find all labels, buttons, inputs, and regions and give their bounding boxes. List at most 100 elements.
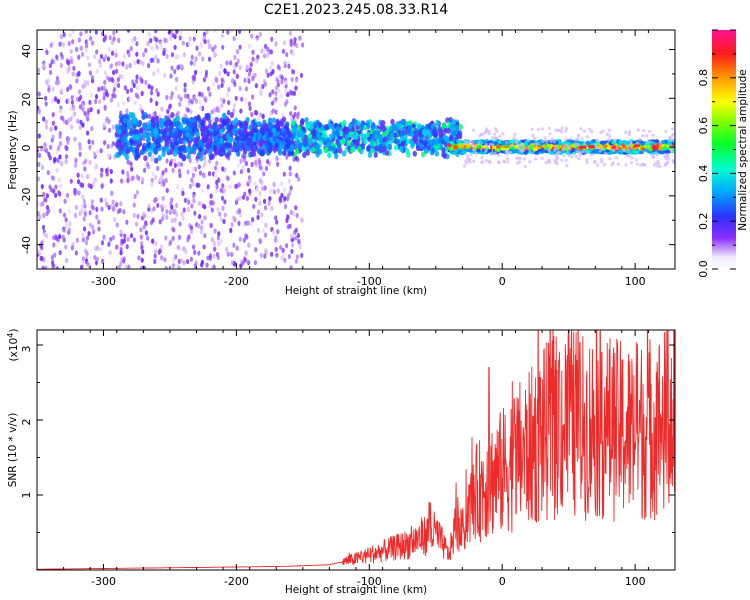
- heatmap-cell: [421, 151, 426, 158]
- heatmap-cell: [67, 227, 71, 233]
- heatmap-cell: [447, 146, 452, 151]
- heatmap-cell: [40, 164, 45, 171]
- heatmap-cell: [248, 124, 253, 131]
- heatmap-cell: [191, 117, 197, 124]
- heatmap-cell: [127, 52, 131, 58]
- heatmap-cell: [276, 64, 280, 70]
- heatmap-cell: [556, 128, 560, 132]
- heatmap-cell: [111, 93, 115, 99]
- heatmap-cell: [304, 117, 309, 124]
- heatmap-cell: [97, 219, 101, 225]
- heatmap-cell: [204, 72, 208, 79]
- heatmap-cell: [225, 246, 229, 252]
- heatmap-y-tick: 0: [20, 145, 33, 152]
- heatmap-cell: [282, 149, 287, 156]
- heatmap-cell: [549, 139, 553, 143]
- heatmap-cell: [279, 93, 283, 99]
- heatmap-cell: [78, 124, 82, 131]
- heatmap-cell: [213, 51, 217, 57]
- heatmap-cell: [89, 107, 93, 113]
- heatmap-cell: [163, 72, 167, 78]
- heatmap-cell: [58, 208, 62, 214]
- heatmap-cell: [47, 151, 51, 157]
- heatmap-cell: [294, 85, 298, 91]
- heatmap-cell: [182, 207, 186, 213]
- heatmap-cell: [463, 138, 467, 142]
- heatmap-cell: [109, 236, 113, 242]
- heatmap-cell: [450, 141, 455, 145]
- heatmap-cell: [119, 229, 123, 235]
- heatmap-cell: [80, 264, 84, 269]
- heatmap-cell: [78, 151, 82, 157]
- heatmap-cell: [466, 157, 470, 161]
- heatmap-cell: [52, 242, 56, 248]
- heatmap-cell: [61, 234, 65, 240]
- heatmap-cell: [183, 82, 187, 88]
- heatmap-cell: [212, 253, 216, 259]
- heatmap-cell: [54, 184, 58, 190]
- heatmap-cell: [610, 163, 614, 167]
- heatmap-cell: [241, 153, 245, 159]
- heatmap-cell: [154, 115, 159, 122]
- heatmap-cell: [145, 161, 149, 167]
- heatmap-cell: [381, 120, 386, 127]
- heatmap-cell: [570, 139, 576, 144]
- heatmap-cell: [247, 242, 251, 248]
- heatmap-cell: [300, 130, 305, 137]
- heatmap-cell: [86, 55, 90, 61]
- heatmap-cell: [653, 161, 658, 165]
- heatmap-cell: [629, 161, 634, 165]
- heatmap-y-tick: -20: [20, 188, 33, 206]
- heatmap-cell: [188, 36, 192, 42]
- heatmap-cell: [627, 130, 632, 134]
- heatmap-cell: [141, 145, 147, 152]
- heatmap-cell: [181, 190, 185, 197]
- heatmap-cell: [61, 115, 65, 122]
- heatmap-cell: [178, 138, 184, 145]
- heatmap-cell: [182, 260, 186, 266]
- heatmap-cell: [202, 77, 206, 83]
- heatmap-cell: [194, 69, 198, 76]
- heatmap-cell: [493, 151, 497, 155]
- heatmap-cell: [114, 52, 118, 58]
- heatmap-cell: [272, 189, 277, 195]
- heatmap-cell: [190, 177, 194, 183]
- heatmap-cell: [293, 37, 297, 43]
- heatmap-cell: [170, 197, 174, 203]
- heatmap-cell: [144, 79, 148, 86]
- heatmap-cell: [111, 199, 115, 205]
- heatmap-cell: [258, 190, 262, 197]
- heatmap-cell: [208, 147, 214, 154]
- heatmap-cell: [156, 91, 160, 97]
- heatmap-cell: [400, 119, 406, 126]
- heatmap-cell: [469, 152, 473, 157]
- heatmap-cell: [426, 129, 431, 136]
- heatmap-cell: [274, 90, 278, 97]
- heatmap-cell: [372, 130, 377, 137]
- heatmap-cell: [117, 37, 121, 43]
- heatmap-cell: [272, 181, 276, 187]
- heatmap-cell: [607, 128, 612, 132]
- heatmap-cell: [86, 80, 90, 86]
- heatmap-cell: [210, 207, 214, 213]
- heatmap-cell: [71, 106, 76, 112]
- heatmap-cell: [590, 139, 596, 143]
- snr-scale-exp: 4: [6, 333, 15, 338]
- heatmap-cell: [99, 148, 103, 154]
- heatmap-cell: [64, 222, 69, 229]
- heatmap-cell: [90, 199, 94, 205]
- heatmap-cell: [569, 137, 573, 141]
- heatmap-cell: [645, 134, 649, 138]
- heatmap-cell: [400, 130, 405, 137]
- heatmap-cell: [598, 149, 602, 153]
- heatmap-cell: [143, 155, 148, 162]
- heatmap-cell: [594, 145, 598, 150]
- heatmap-cell: [268, 92, 272, 98]
- heatmap-cell: [122, 258, 126, 264]
- heatmap-cell: [126, 30, 131, 33]
- heatmap-cell: [126, 170, 130, 176]
- heatmap-cell: [658, 143, 662, 147]
- heatmap-cell: [555, 161, 559, 166]
- heatmap-cell: [203, 215, 207, 221]
- heatmap-cell: [51, 112, 55, 118]
